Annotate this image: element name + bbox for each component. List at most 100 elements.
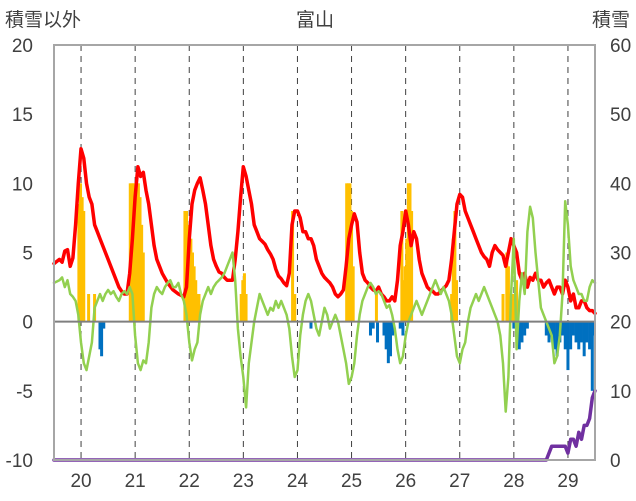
y-right-tick: 10 [610, 382, 631, 403]
bar-0-43 [450, 294, 454, 322]
bar-1-28 [566, 321, 570, 371]
y-left-tick: 5 [22, 244, 33, 265]
bar-1-36 [588, 321, 592, 350]
bar-1-12 [398, 321, 402, 329]
x-tick-26: 26 [395, 471, 416, 492]
bar-0-28 [291, 211, 295, 322]
bar-0-48 [505, 252, 509, 322]
bar-1-1 [100, 321, 104, 357]
bar-0-0 [77, 204, 81, 322]
bar-0-36 [400, 211, 404, 322]
x-tick-25: 25 [341, 471, 362, 492]
bar-0-9 [133, 183, 137, 322]
bar-1-2 [102, 321, 106, 329]
bar-1-30 [571, 321, 575, 336]
y-left-tick: -10 [6, 451, 33, 472]
x-tick-29: 29 [557, 471, 578, 492]
bar-0-23 [197, 294, 201, 322]
bar-1-9 [386, 321, 390, 364]
bar-1-27 [563, 321, 567, 350]
y-left-tick: 15 [12, 105, 33, 126]
bar-1-3 [309, 321, 313, 329]
bar-0-25 [241, 280, 245, 322]
bar-1-17 [520, 321, 524, 343]
y-left-tick: -5 [16, 382, 33, 403]
bar-0-19 [190, 252, 194, 322]
bar-0-11 [136, 183, 140, 322]
x-tick-20: 20 [70, 471, 91, 492]
bar-series [77, 183, 596, 391]
bar-1-20 [544, 321, 548, 336]
y-left-ticks: 20 15 10 5 0 -5 -10 [6, 36, 33, 472]
bar-0-20 [192, 266, 196, 322]
x-ticks: 20 21 22 23 24 25 26 27 28 29 [70, 471, 578, 492]
bar-1-37 [590, 321, 594, 391]
bar-0-37 [401, 280, 405, 322]
bar-1-16 [517, 321, 521, 350]
bar-0-1 [79, 183, 83, 322]
bar-1-13 [401, 321, 405, 336]
y-right-tick: 0 [610, 451, 621, 472]
bar-1-29 [569, 321, 573, 350]
bar-1-5 [371, 321, 375, 329]
x-tick-24: 24 [287, 471, 309, 492]
x-tick-23: 23 [233, 471, 254, 492]
chart-title: 富山 [296, 9, 334, 31]
y-right-tick: 30 [610, 244, 631, 265]
bar-1-24 [555, 321, 559, 357]
plot-frame [53, 44, 596, 461]
series-line-1 [52, 200, 597, 413]
bar-1-8 [384, 321, 388, 350]
bar-1-4 [368, 321, 372, 336]
bar-0-33 [350, 211, 354, 322]
bar-1-34 [582, 321, 586, 357]
y-right-ticks: 60 50 40 30 20 10 0 [610, 36, 631, 472]
bar-0-46 [455, 280, 459, 322]
bar-0-12 [138, 197, 142, 322]
bar-1-6 [376, 321, 380, 343]
bar-0-17 [187, 224, 191, 322]
bar-0-21 [194, 280, 198, 322]
x-tick-28: 28 [503, 471, 524, 492]
y-right-tick: 50 [610, 105, 631, 126]
bar-1-31 [574, 321, 578, 343]
y-right-title: 積雪 [592, 9, 630, 31]
bar-0-8 [132, 183, 136, 322]
bar-0-14 [141, 252, 145, 322]
bar-0-49 [506, 266, 510, 322]
bar-0-40 [406, 183, 410, 322]
y-left-tick: 10 [12, 174, 33, 195]
bar-0-34 [351, 266, 355, 322]
bar-0-42 [410, 211, 414, 322]
bar-0-29 [293, 294, 297, 322]
x-tick-22: 22 [179, 471, 200, 492]
bar-0-26 [242, 273, 246, 322]
bar-0-4 [87, 294, 91, 322]
y-left-tick: 20 [12, 36, 33, 57]
bar-0-2 [80, 197, 84, 322]
bar-0-51 [512, 294, 516, 322]
bar-0-24 [239, 294, 243, 322]
bar-0-3 [82, 211, 86, 322]
bar-0-27 [244, 294, 248, 322]
series-line-2 [52, 389, 597, 462]
y-right-tick: 20 [610, 313, 631, 334]
bar-0-10 [135, 183, 139, 322]
x-tick-27: 27 [449, 471, 470, 492]
bar-1-35 [585, 321, 589, 343]
bar-1-22 [550, 321, 554, 336]
line-series [52, 147, 597, 462]
bar-1-14 [512, 321, 516, 329]
bar-0-32 [348, 183, 352, 322]
bar-0-38 [403, 266, 407, 322]
bar-0-39 [405, 238, 409, 322]
y-right-tick: 40 [610, 174, 631, 195]
bar-0-47 [501, 294, 505, 322]
bar-1-23 [552, 321, 556, 350]
bar-0-41 [408, 183, 412, 322]
bar-0-13 [140, 224, 144, 322]
y-left-title: 積雪以外 [5, 9, 81, 31]
bar-1-26 [561, 321, 565, 336]
bar-1-18 [523, 321, 527, 336]
